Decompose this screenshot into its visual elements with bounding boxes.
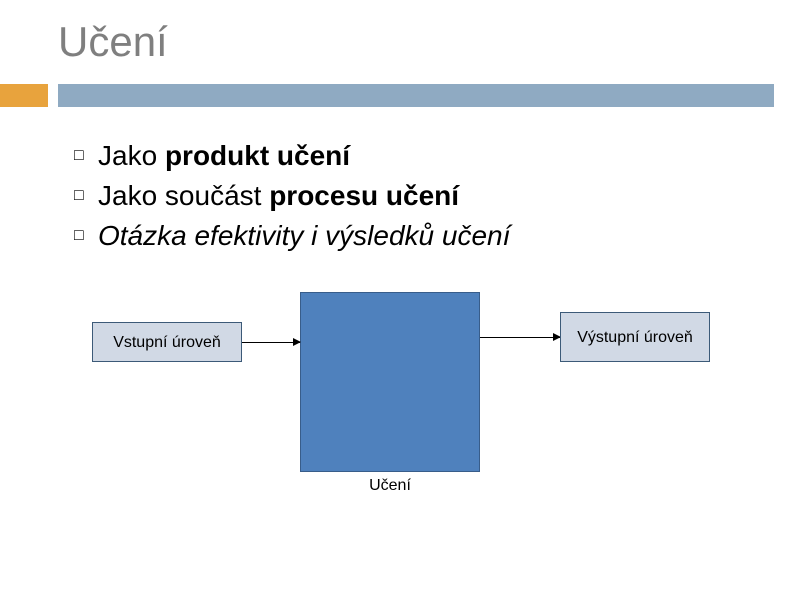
list-item: □ Jako produkt učení (74, 137, 794, 175)
title-area: Učení (0, 0, 794, 76)
bullet-suffix: Otázka efektivity i výsledků učení (98, 220, 510, 251)
bullet-list: □ Jako produkt učení □ Jako součást proc… (0, 137, 794, 254)
bullet-marker: □ (74, 177, 98, 207)
list-item: □ Jako součást procesu učení (74, 177, 794, 215)
arrow-line (480, 337, 560, 338)
node-label: Výstupní úroveň (577, 328, 693, 347)
bullet-text: Otázka efektivity i výsledků učení (98, 217, 794, 255)
bullet-text: Jako produkt učení (98, 137, 794, 175)
center-caption: Učení (355, 477, 425, 495)
bullet-prefix: Jako součást (98, 180, 269, 211)
arrow-line (242, 342, 300, 343)
bullet-text: Jako součást procesu učení (98, 177, 794, 215)
accent-orange (0, 84, 48, 107)
bullet-bold: produkt učení (165, 140, 350, 171)
node-output-level: Výstupní úroveň (560, 312, 710, 362)
bullet-prefix: Jako (98, 140, 165, 171)
flow-diagram: Vstupní úroveň Výstupní úroveň Učení (0, 292, 794, 512)
arrow-head-icon (293, 338, 301, 346)
accent-bar (0, 84, 794, 107)
bullet-marker: □ (74, 217, 98, 247)
node-label: Vstupní úroveň (113, 333, 221, 352)
node-center (300, 292, 480, 472)
page-title: Učení (58, 18, 794, 66)
bullet-marker: □ (74, 137, 98, 167)
list-item: □ Otázka efektivity i výsledků učení (74, 217, 794, 255)
node-input-level: Vstupní úroveň (92, 322, 242, 362)
accent-blue (58, 84, 774, 107)
bullet-bold: procesu učení (269, 180, 459, 211)
